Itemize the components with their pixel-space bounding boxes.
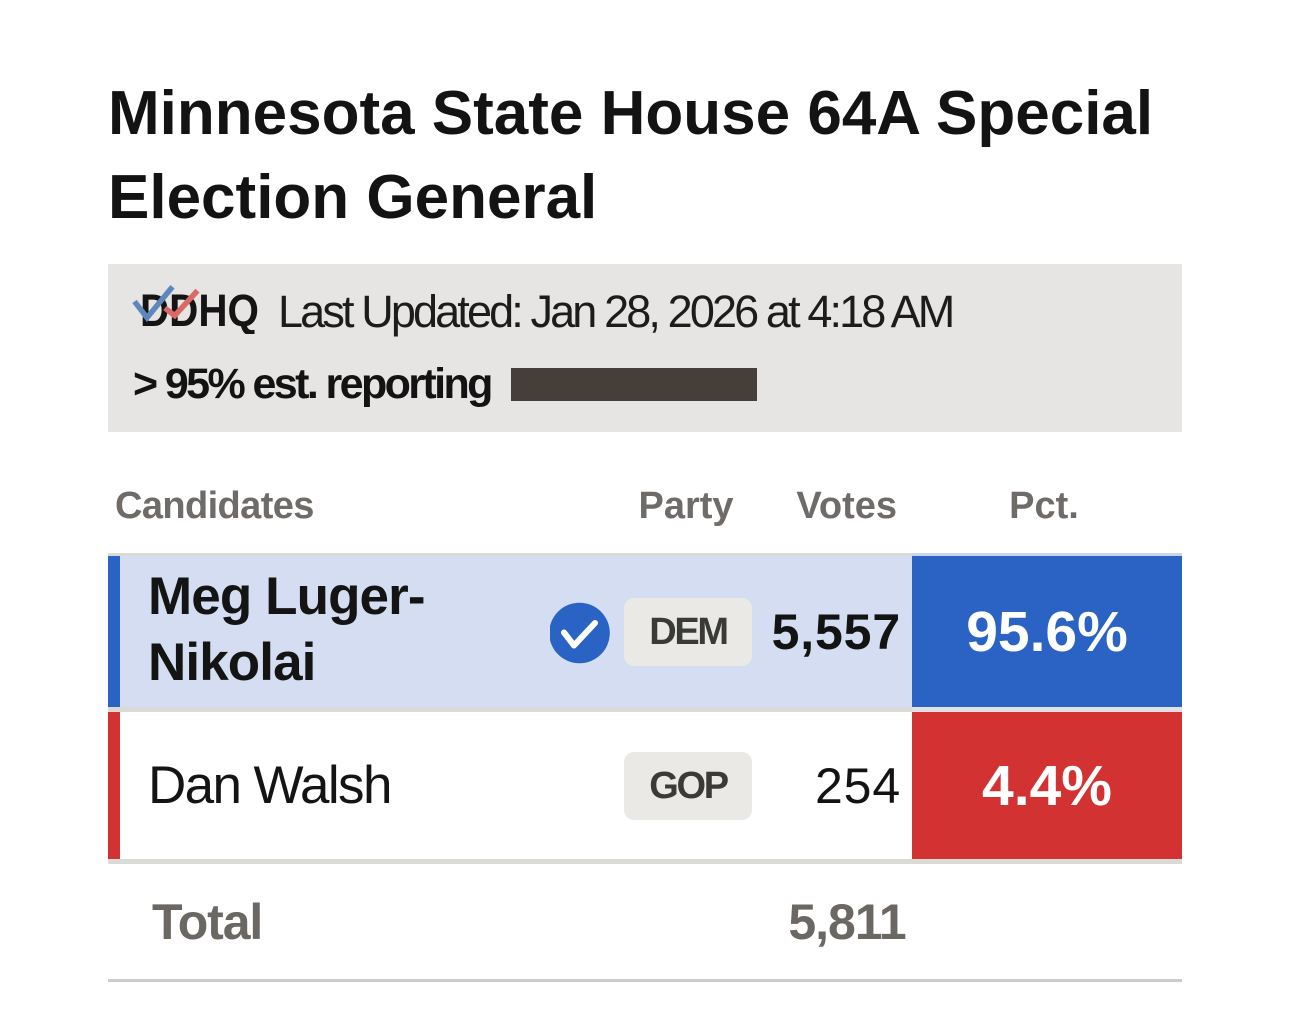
svg-text:DDHQ: DDHQ [140, 285, 259, 334]
